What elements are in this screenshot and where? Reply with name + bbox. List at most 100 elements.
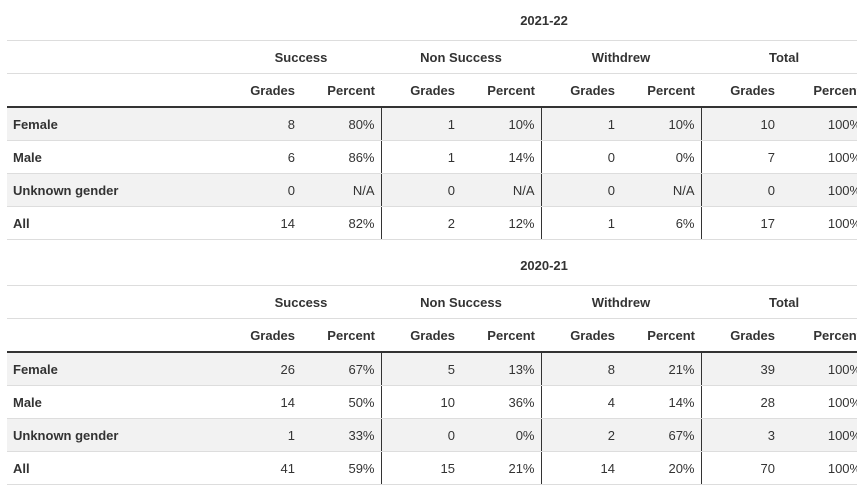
group-header-non-success: Non Success bbox=[381, 285, 541, 319]
cell-success-grades: 14 bbox=[221, 206, 301, 240]
col-header-percent: Percent bbox=[781, 318, 857, 353]
table-row: Female 8 80% 1 10% 1 10% 10 100% bbox=[7, 107, 857, 141]
cell-withdrew-percent: 14% bbox=[621, 385, 702, 419]
col-header-percent: Percent bbox=[461, 318, 541, 353]
year-title: 2020-21 bbox=[221, 245, 857, 286]
cell-withdrew-grades: 2 bbox=[541, 418, 621, 452]
empty-cell bbox=[7, 0, 221, 41]
col-header-grades: Grades bbox=[541, 73, 621, 108]
cell-total-grades: 10 bbox=[701, 107, 781, 141]
cell-withdrew-percent: 6% bbox=[621, 206, 702, 240]
cell-withdrew-percent: 67% bbox=[621, 418, 702, 452]
cell-success-grades: 8 bbox=[221, 107, 301, 141]
grades-table: 2020-21 Success Non Success Withdrew Tot… bbox=[7, 245, 857, 485]
cell-withdrew-grades: 0 bbox=[541, 173, 621, 207]
cell-success-grades: 6 bbox=[221, 140, 301, 174]
cell-success-percent: 86% bbox=[301, 140, 382, 174]
cell-non-success-grades: 1 bbox=[381, 140, 461, 174]
group-header-total: Total bbox=[701, 40, 857, 74]
cell-total-percent: 100% bbox=[781, 418, 857, 452]
cell-non-success-grades: 10 bbox=[381, 385, 461, 419]
cell-total-percent: 100% bbox=[781, 451, 857, 485]
cell-non-success-percent: 10% bbox=[461, 107, 542, 141]
grades-table: 2021-22 Success Non Success Withdrew Tot… bbox=[7, 0, 857, 240]
empty-cell bbox=[7, 318, 221, 353]
group-header-withdrew: Withdrew bbox=[541, 285, 701, 319]
cell-total-grades: 39 bbox=[701, 352, 781, 386]
cell-withdrew-percent: 0% bbox=[621, 140, 702, 174]
group-header-row: Success Non Success Withdrew Total bbox=[7, 285, 857, 319]
col-header-grades: Grades bbox=[221, 73, 301, 108]
cell-total-grades: 28 bbox=[701, 385, 781, 419]
cell-success-percent: 80% bbox=[301, 107, 382, 141]
cell-total-grades: 17 bbox=[701, 206, 781, 240]
cell-withdrew-grades: 4 bbox=[541, 385, 621, 419]
cell-non-success-percent: 0% bbox=[461, 418, 542, 452]
cell-non-success-grades: 5 bbox=[381, 352, 461, 386]
empty-cell bbox=[7, 40, 221, 74]
empty-cell bbox=[7, 73, 221, 108]
group-header-total: Total bbox=[701, 285, 857, 319]
table-block-2021-22: 2021-22 Success Non Success Withdrew Tot… bbox=[7, 0, 857, 240]
group-header-success: Success bbox=[221, 40, 381, 74]
cell-non-success-percent: 36% bbox=[461, 385, 542, 419]
table-row: Female 26 67% 5 13% 8 21% 39 100% bbox=[7, 352, 857, 386]
cell-total-percent: 100% bbox=[781, 352, 857, 386]
group-header-non-success: Non Success bbox=[381, 40, 541, 74]
cell-success-grades: 0 bbox=[221, 173, 301, 207]
cell-success-grades: 26 bbox=[221, 352, 301, 386]
cell-non-success-percent: 13% bbox=[461, 352, 542, 386]
cell-withdrew-grades: 0 bbox=[541, 140, 621, 174]
cell-total-percent: 100% bbox=[781, 206, 857, 240]
cell-total-percent: 100% bbox=[781, 107, 857, 141]
cell-withdrew-percent: 10% bbox=[621, 107, 702, 141]
row-label: Unknown gender bbox=[7, 418, 221, 452]
cell-withdrew-percent: 21% bbox=[621, 352, 702, 386]
table-row: All 14 82% 2 12% 1 6% 17 100% bbox=[7, 206, 857, 240]
cell-non-success-percent: 12% bbox=[461, 206, 542, 240]
col-header-grades: Grades bbox=[221, 318, 301, 353]
row-label: Male bbox=[7, 140, 221, 174]
col-header-grades: Grades bbox=[541, 318, 621, 353]
year-header-row: 2020-21 bbox=[7, 245, 857, 286]
cell-total-grades: 0 bbox=[701, 173, 781, 207]
empty-cell bbox=[7, 285, 221, 319]
group-header-row: Success Non Success Withdrew Total bbox=[7, 40, 857, 74]
table-row: All 41 59% 15 21% 14 20% 70 100% bbox=[7, 451, 857, 485]
cell-withdrew-percent: 20% bbox=[621, 451, 702, 485]
cell-total-grades: 70 bbox=[701, 451, 781, 485]
cell-non-success-grades: 1 bbox=[381, 107, 461, 141]
cell-total-grades: 7 bbox=[701, 140, 781, 174]
cell-withdrew-grades: 1 bbox=[541, 107, 621, 141]
cell-success-grades: 14 bbox=[221, 385, 301, 419]
cell-withdrew-grades: 8 bbox=[541, 352, 621, 386]
sub-header-row: Grades Percent Grades Percent Grades Per… bbox=[7, 73, 857, 108]
col-header-percent: Percent bbox=[621, 73, 701, 108]
cell-non-success-grades: 0 bbox=[381, 418, 461, 452]
year-header-row: 2021-22 bbox=[7, 0, 857, 41]
row-label: All bbox=[7, 206, 221, 240]
row-label: Female bbox=[7, 107, 221, 141]
col-header-percent: Percent bbox=[461, 73, 541, 108]
year-title: 2021-22 bbox=[221, 0, 857, 41]
group-header-success: Success bbox=[221, 285, 381, 319]
cell-non-success-grades: 15 bbox=[381, 451, 461, 485]
sub-header-row: Grades Percent Grades Percent Grades Per… bbox=[7, 318, 857, 353]
row-label: Unknown gender bbox=[7, 173, 221, 207]
cell-withdrew-percent: N/A bbox=[621, 173, 702, 207]
col-header-grades: Grades bbox=[701, 73, 781, 108]
table-row: Male 14 50% 10 36% 4 14% 28 100% bbox=[7, 385, 857, 419]
row-label: All bbox=[7, 451, 221, 485]
col-header-percent: Percent bbox=[781, 73, 857, 108]
cell-non-success-percent: 21% bbox=[461, 451, 542, 485]
table-row: Unknown gender 1 33% 0 0% 2 67% 3 100% bbox=[7, 418, 857, 452]
row-label: Male bbox=[7, 385, 221, 419]
cell-success-percent: 33% bbox=[301, 418, 382, 452]
group-header-withdrew: Withdrew bbox=[541, 40, 701, 74]
cell-non-success-percent: 14% bbox=[461, 140, 542, 174]
table-row: Unknown gender 0 N/A 0 N/A 0 N/A 0 100% bbox=[7, 173, 857, 207]
cell-success-percent: 67% bbox=[301, 352, 382, 386]
cell-non-success-grades: 2 bbox=[381, 206, 461, 240]
cell-total-grades: 3 bbox=[701, 418, 781, 452]
